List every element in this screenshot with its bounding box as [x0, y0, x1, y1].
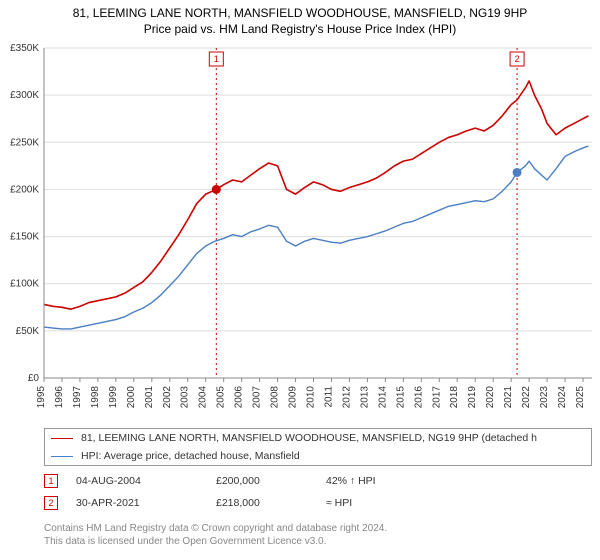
svg-text:£50K: £50K [16, 326, 40, 337]
svg-text:2023: 2023 [539, 386, 550, 409]
sale-row: 1 04-AUG-2004 £200,000 42% ↑ HPI [44, 470, 592, 492]
svg-text:1995: 1995 [36, 386, 47, 409]
footer-line: This data is licensed under the Open Gov… [44, 535, 592, 548]
svg-text:£100K: £100K [10, 279, 39, 290]
svg-text:2013: 2013 [359, 386, 370, 409]
svg-text:2015: 2015 [395, 386, 406, 409]
svg-text:2004: 2004 [198, 386, 209, 409]
svg-text:2018: 2018 [449, 386, 460, 409]
svg-text:1997: 1997 [72, 386, 83, 409]
legend-swatch-property [51, 438, 73, 439]
sale-row: 2 30-APR-2021 £218,000 ≈ HPI [44, 492, 592, 514]
svg-text:2003: 2003 [180, 386, 191, 409]
sale-date: 04-AUG-2004 [76, 475, 216, 487]
legend-item: HPI: Average price, detached house, Mans… [45, 447, 591, 465]
svg-text:2: 2 [515, 54, 520, 64]
sale-price: £218,000 [216, 497, 326, 509]
svg-text:£150K: £150K [10, 232, 39, 243]
svg-text:2010: 2010 [306, 386, 317, 409]
svg-text:2012: 2012 [341, 386, 352, 409]
sales-table: 1 04-AUG-2004 £200,000 42% ↑ HPI 2 30-AP… [44, 470, 592, 514]
svg-text:£300K: £300K [10, 90, 39, 101]
svg-text:2021: 2021 [503, 386, 514, 409]
svg-text:2001: 2001 [144, 386, 155, 409]
svg-text:2017: 2017 [431, 386, 442, 409]
svg-text:£200K: £200K [10, 184, 39, 195]
svg-text:2011: 2011 [323, 386, 334, 408]
sale-date: 30-APR-2021 [76, 497, 216, 509]
sale-vs-hpi: 42% ↑ HPI [326, 475, 526, 487]
svg-text:2020: 2020 [485, 386, 496, 409]
footer-line: Contains HM Land Registry data © Crown c… [44, 522, 592, 535]
svg-text:2016: 2016 [413, 386, 424, 409]
svg-text:2005: 2005 [216, 386, 227, 409]
svg-text:1998: 1998 [90, 386, 101, 409]
svg-text:£0: £0 [28, 373, 40, 384]
sale-marker-number: 1 [44, 474, 58, 488]
title-block: 81, LEEMING LANE NORTH, MANSFIELD WOODHO… [0, 0, 600, 36]
sale-marker-number: 2 [44, 496, 58, 510]
legend-item: 81, LEEMING LANE NORTH, MANSFIELD WOODHO… [45, 429, 591, 447]
svg-text:1: 1 [214, 54, 219, 64]
legend: 81, LEEMING LANE NORTH, MANSFIELD WOODHO… [44, 428, 592, 466]
svg-text:2009: 2009 [288, 386, 299, 409]
chart-svg: £0 £50K £100K £150K £200K £250K £300K £350K 1995… [0, 42, 600, 420]
svg-text:2019: 2019 [467, 386, 478, 409]
svg-text:2000: 2000 [126, 386, 137, 409]
svg-text:£350K: £350K [10, 43, 39, 54]
svg-text:2002: 2002 [162, 386, 173, 409]
chart-area: £0 £50K £100K £150K £200K £250K £300K £350K 1995… [0, 42, 600, 420]
svg-text:1999: 1999 [108, 386, 119, 409]
chart-container: 81, LEEMING LANE NORTH, MANSFIELD WOODHO… [0, 0, 600, 560]
svg-text:£250K: £250K [10, 137, 39, 148]
svg-text:1996: 1996 [54, 386, 65, 409]
svg-text:2014: 2014 [377, 386, 388, 409]
legend-label: 81, LEEMING LANE NORTH, MANSFIELD WOODHO… [81, 432, 537, 444]
svg-text:2024: 2024 [557, 386, 568, 409]
svg-text:2006: 2006 [234, 386, 245, 409]
legend-label: HPI: Average price, detached house, Mans… [81, 450, 300, 462]
svg-text:2022: 2022 [521, 386, 532, 409]
sale-vs-hpi: ≈ HPI [326, 497, 526, 509]
svg-text:2025: 2025 [575, 386, 586, 409]
chart-subtitle: Price paid vs. HM Land Registry's House … [0, 22, 600, 36]
footer-attribution: Contains HM Land Registry data © Crown c… [44, 522, 592, 548]
legend-swatch-hpi [51, 456, 73, 457]
svg-text:2007: 2007 [252, 386, 263, 409]
svg-text:2008: 2008 [270, 386, 281, 409]
sale-price: £200,000 [216, 475, 326, 487]
chart-title-address: 81, LEEMING LANE NORTH, MANSFIELD WOODHO… [0, 6, 600, 20]
